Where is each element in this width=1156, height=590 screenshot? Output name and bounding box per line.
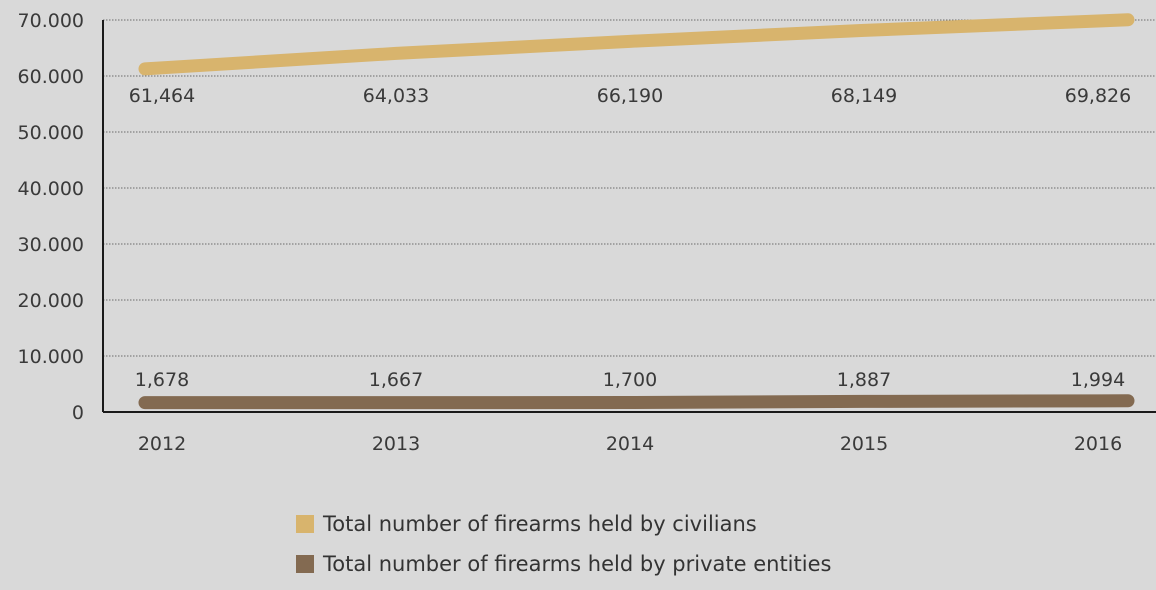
x-tick-label: 2012	[138, 433, 186, 455]
series-line-private-entities	[138, 394, 1135, 410]
x-tick-label: 2015	[840, 433, 888, 455]
data-label: 1,667	[369, 369, 423, 391]
legend: Total number of firearms held by civilia…	[296, 510, 831, 590]
data-label: 1,887	[837, 369, 891, 391]
data-label: 68,149	[831, 85, 897, 107]
axes	[102, 20, 1156, 413]
y-tick-label: 60.000	[18, 66, 84, 88]
x-tick-label: 2013	[372, 433, 420, 455]
series-lines	[138, 13, 1135, 410]
legend-label-civilians: Total number of firearms held by civilia…	[323, 512, 757, 536]
y-tick-label: 20.000	[18, 290, 84, 312]
legend-swatch-private-entities	[296, 555, 314, 573]
legend-item-private-entities: Total number of firearms held by private…	[296, 550, 831, 578]
y-axis-ticks: 0 10.000 20.000 30.000 40.000 50.000 60.000 70.…	[18, 10, 84, 424]
data-label: 61,464	[129, 85, 195, 107]
y-tick-label: 70.000	[18, 10, 84, 32]
legend-label-private-entities: Total number of firearms held by private…	[323, 552, 832, 576]
series-line-civilians	[138, 13, 1135, 76]
x-tick-label: 2014	[606, 433, 654, 455]
y-tick-label: 30.000	[18, 234, 84, 256]
data-label: 1,994	[1071, 369, 1125, 391]
x-axis-ticks: 2012 2013 2014 2015 2016	[138, 433, 1122, 455]
data-label: 1,678	[135, 369, 189, 391]
y-tick-label: 50.000	[18, 122, 84, 144]
y-tick-label: 0	[72, 402, 84, 424]
line-chart: 0 10.000 20.000 30.000 40.000 50.000 60.000 70.…	[18, 10, 1156, 455]
y-tick-label: 10.000	[18, 346, 84, 368]
data-label: 64,033	[363, 85, 429, 107]
data-label: 66,190	[597, 85, 663, 107]
data-labels: 61,464 64,033 66,190 68,149 69,826 1,678 1,667…	[129, 85, 1131, 391]
data-label: 1,700	[603, 369, 657, 391]
data-label: 69,826	[1065, 85, 1131, 107]
y-tick-label: 40.000	[18, 178, 84, 200]
legend-item-civilians: Total number of firearms held by civilia…	[296, 510, 831, 538]
x-tick-label: 2016	[1074, 433, 1122, 455]
legend-swatch-civilians	[296, 515, 314, 533]
grid-lines	[103, 19, 1156, 357]
